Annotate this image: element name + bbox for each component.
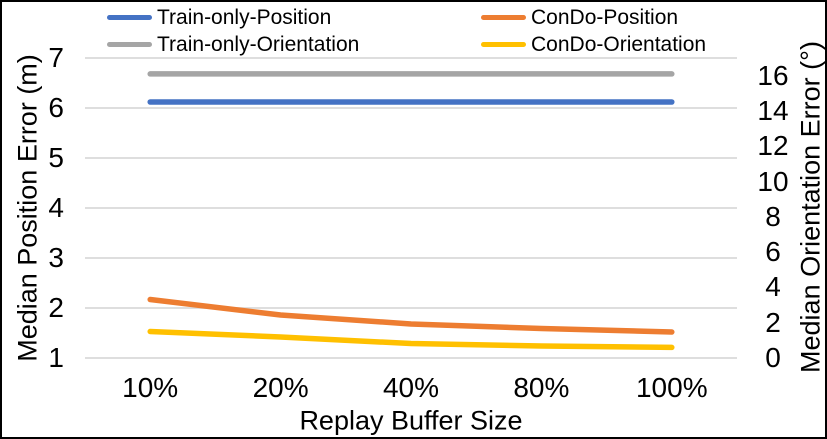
legend-item-train-only-position: Train-only-Position bbox=[107, 4, 331, 30]
x-axis-tick-80%: 80% bbox=[513, 372, 570, 403]
x-axis-tick-20%: 20% bbox=[252, 372, 309, 403]
legend-label-train-only-position: Train-only-Position bbox=[157, 5, 332, 29]
legend-item-train-only-orientation: Train-only-Orientation bbox=[107, 31, 359, 57]
right-axis-tick-16: 16 bbox=[757, 59, 789, 91]
legend-label-train-only-orientation: Train-only-Orientation bbox=[157, 32, 360, 56]
left-axis-tick-3: 3 bbox=[48, 242, 64, 273]
left-axis-tick-6: 6 bbox=[48, 92, 64, 123]
left-axis-tick-7: 7 bbox=[48, 42, 64, 73]
right-axis-title: Median Orientation Error (°) bbox=[795, 41, 826, 373]
legend-swatch-condo-orientation bbox=[481, 41, 526, 47]
right-axis-tick-4: 4 bbox=[765, 271, 781, 303]
left-axis-tick-1: 1 bbox=[48, 342, 64, 373]
legend-item-condo-position: ConDo-Position bbox=[481, 4, 678, 30]
right-axis-tick-2: 2 bbox=[765, 306, 781, 338]
x-axis-title: Replay Buffer Size bbox=[299, 405, 523, 436]
right-axis-tick-12: 12 bbox=[757, 130, 789, 162]
series-line-condo-orientation bbox=[147, 328, 675, 351]
legend-item-condo-orientation: ConDo-Orientation bbox=[481, 31, 706, 57]
right-axis-tick-6: 6 bbox=[765, 236, 781, 268]
left-axis-tick-2: 2 bbox=[48, 292, 64, 323]
legend-label-condo-orientation: ConDo-Orientation bbox=[531, 32, 707, 56]
x-axis-tick-40%: 40% bbox=[382, 372, 440, 403]
legend-swatch-condo-position bbox=[481, 14, 526, 20]
legend-label-condo-position: ConDo-Position bbox=[531, 5, 679, 29]
legend-swatch-train-only-orientation bbox=[107, 41, 152, 47]
legend-swatch-train-only-position bbox=[107, 14, 152, 20]
left-axis-tick-4: 4 bbox=[48, 192, 64, 223]
x-axis-tick-10%: 10% bbox=[122, 372, 179, 403]
left-axis-tick-5: 5 bbox=[48, 142, 64, 173]
right-axis-tick-14: 14 bbox=[757, 94, 789, 126]
x-axis-tick-100%: 100% bbox=[635, 372, 708, 403]
right-axis-tick-10: 10 bbox=[757, 165, 789, 197]
series-line-condo-position bbox=[147, 296, 675, 335]
right-axis-tick-0: 0 bbox=[765, 342, 781, 373]
right-axis-tick-8: 8 bbox=[765, 200, 781, 232]
